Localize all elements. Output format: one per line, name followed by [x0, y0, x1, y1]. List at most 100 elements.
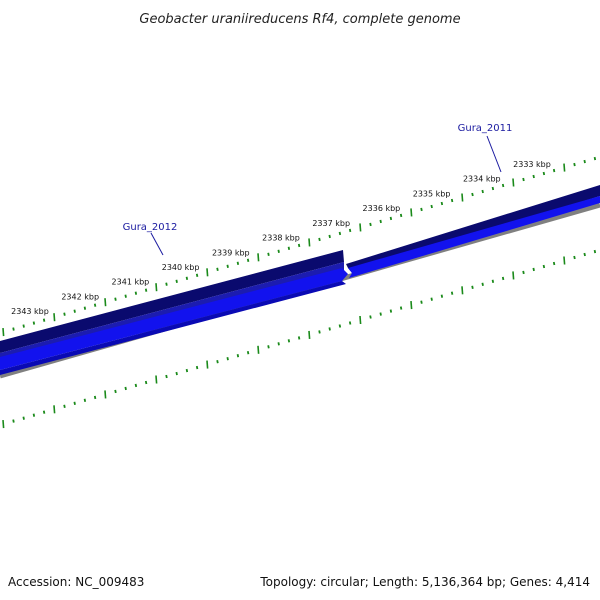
inner-tick-minor	[236, 354, 240, 358]
inner-tick-minor	[63, 404, 66, 408]
inner-tick-minor	[552, 261, 556, 266]
gene-label-gura-2011: Gura_2011	[458, 123, 513, 134]
inner-tick-minor	[389, 309, 393, 313]
scale-ticks-outer	[2, 156, 597, 337]
outer-tick-minor	[420, 207, 423, 212]
inner-tick-major	[410, 301, 413, 310]
scale-ticks-inner	[2, 249, 597, 429]
inner-tick-minor	[491, 279, 495, 283]
gene-leader-gura-2011	[486, 135, 502, 173]
outer-tick-minor	[593, 156, 597, 161]
outer-tick-minor	[114, 297, 117, 301]
inner-tick-minor	[379, 312, 382, 316]
inner-tick-minor	[593, 249, 597, 254]
inner-tick-minor	[348, 321, 352, 325]
inner-tick-minor	[573, 255, 576, 260]
outer-tick-minor	[348, 228, 352, 233]
outer-tick-minor	[124, 294, 127, 298]
inner-tick-minor	[134, 383, 138, 388]
outer-tick-minor	[389, 216, 393, 221]
outer-tick-minor	[165, 282, 168, 286]
inner-tick-minor	[175, 371, 178, 376]
outer-tick-minor	[440, 201, 444, 206]
outer-tick-minor	[573, 162, 576, 167]
gene-gura-2012-forward-block[interactable]	[0, 268, 348, 375]
outer-tick-minor	[73, 309, 76, 313]
inner-tick-minor	[440, 294, 444, 298]
inner-tick-minor	[32, 413, 36, 417]
outer-tick-minor	[134, 291, 138, 295]
inner-tick-minor	[318, 330, 321, 334]
inner-tick-minor	[369, 315, 372, 319]
outer-tick-major	[104, 298, 107, 307]
outer-tick-minor	[216, 267, 219, 271]
scale-label: 2333 kbp	[513, 160, 551, 169]
outer-tick-minor	[42, 318, 46, 322]
outer-tick-minor	[32, 321, 36, 325]
inner-tick-minor	[22, 416, 25, 420]
outer-tick-minor	[338, 231, 342, 236]
inner-tick-minor	[583, 252, 586, 257]
gene-callout-gura-2011[interactable]: Gura_2011	[458, 123, 513, 173]
outer-tick-minor	[430, 204, 433, 209]
outer-tick-minor	[450, 198, 454, 203]
outer-tick-minor	[287, 246, 291, 250]
inner-tick-major	[206, 360, 209, 369]
inner-tick-major	[104, 390, 107, 399]
gene-callout-gura-2012[interactable]: Gura_2012	[123, 222, 178, 256]
outer-tick-minor	[93, 303, 97, 307]
accession-text: Accession: NC_009483	[8, 575, 144, 589]
scale-label: 2337 kbp	[312, 219, 350, 228]
outer-tick-minor	[63, 312, 66, 316]
outer-tick-minor	[481, 189, 484, 194]
inner-tick-minor	[328, 327, 331, 331]
scale-label: 2342 kbp	[61, 293, 99, 302]
outer-tick-minor	[144, 288, 148, 292]
outer-tick-major	[461, 193, 464, 202]
inner-tick-minor	[267, 345, 270, 349]
outer-tick-minor	[542, 171, 546, 176]
topology-summary-text: Topology: circular; Length: 5,136,364 bp…	[259, 575, 590, 589]
outer-tick-minor	[175, 279, 178, 283]
inner-tick-minor	[338, 324, 342, 328]
outer-tick-minor	[267, 252, 270, 256]
inner-tick-major	[257, 345, 260, 354]
gene-leader-gura-2012	[150, 232, 164, 256]
inner-tick-minor	[42, 410, 46, 414]
scale-label: 2339 kbp	[212, 248, 250, 257]
inner-tick-minor	[287, 339, 291, 343]
inner-tick-minor	[501, 276, 505, 281]
inner-tick-minor	[216, 360, 219, 364]
outer-tick-minor	[522, 177, 525, 182]
outer-tick-major	[512, 178, 515, 187]
gene-gura-2011-block[interactable]	[346, 185, 600, 278]
inner-tick-minor	[185, 368, 189, 373]
outer-tick-minor	[297, 243, 301, 248]
scale-label: 2341 kbp	[112, 278, 150, 287]
outer-tick-major	[155, 283, 158, 292]
inner-tick-major	[155, 375, 158, 384]
inner-tick-minor	[226, 357, 229, 361]
inner-tick-major	[308, 330, 311, 339]
inner-tick-minor	[399, 306, 403, 310]
outer-tick-minor	[583, 159, 586, 164]
outer-tick-minor	[277, 249, 280, 253]
inner-tick-minor	[73, 401, 76, 405]
inner-tick-minor	[83, 398, 87, 402]
outer-tick-minor	[318, 237, 321, 242]
scale-label: 2336 kbp	[363, 204, 401, 213]
inner-tick-minor	[124, 386, 127, 391]
outer-tick-major	[308, 238, 311, 247]
outer-tick-minor	[226, 264, 229, 268]
inner-tick-minor	[12, 419, 15, 423]
outer-tick-minor	[369, 222, 372, 227]
outer-tick-minor	[185, 276, 189, 280]
outer-tick-minor	[379, 219, 382, 224]
scale-label: 2343 kbp	[11, 307, 49, 316]
outer-tick-minor	[236, 261, 240, 265]
map-title: Geobacter uraniireducens Rf4, complete g…	[139, 12, 460, 27]
scale-label: 2338 kbp	[262, 234, 300, 243]
inner-tick-minor	[246, 351, 250, 355]
inner-tick-minor	[195, 365, 199, 370]
